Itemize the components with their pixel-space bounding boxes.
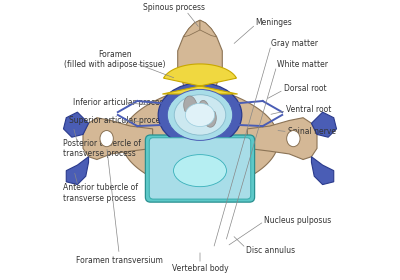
Text: Inferior articular process: Inferior articular process (73, 98, 168, 107)
Text: Gray matter: Gray matter (271, 39, 318, 48)
Ellipse shape (174, 95, 226, 135)
Text: Ventral root: Ventral root (286, 105, 332, 114)
Text: Dorsal root: Dorsal root (284, 84, 326, 93)
Polygon shape (83, 118, 153, 160)
Polygon shape (64, 112, 88, 137)
Polygon shape (312, 112, 336, 137)
Polygon shape (183, 20, 200, 37)
FancyBboxPatch shape (145, 135, 255, 202)
Polygon shape (122, 89, 278, 191)
Polygon shape (312, 157, 334, 185)
Polygon shape (198, 101, 216, 127)
Ellipse shape (158, 83, 242, 147)
Polygon shape (66, 157, 88, 185)
Polygon shape (247, 118, 317, 160)
Text: Vertebral body: Vertebral body (172, 264, 228, 273)
Ellipse shape (185, 103, 215, 127)
Ellipse shape (198, 110, 202, 118)
Text: White matter: White matter (277, 60, 328, 69)
Ellipse shape (167, 89, 233, 140)
Text: Superior articular process: Superior articular process (69, 116, 168, 125)
Ellipse shape (287, 130, 300, 147)
Text: Nucleus pulposus: Nucleus pulposus (264, 216, 331, 225)
Text: Anterior tubercle of
transverse process: Anterior tubercle of transverse process (64, 183, 138, 203)
Polygon shape (184, 96, 202, 123)
FancyBboxPatch shape (149, 138, 251, 199)
Polygon shape (200, 20, 217, 37)
Polygon shape (162, 64, 238, 94)
Ellipse shape (100, 130, 113, 147)
Text: Meninges: Meninges (256, 18, 292, 27)
Text: Disc annulus: Disc annulus (246, 246, 295, 255)
Text: Foramen transversium: Foramen transversium (76, 256, 163, 265)
Text: Foramen
(filled with adipose tissue): Foramen (filled with adipose tissue) (64, 50, 166, 69)
Text: Spinous process: Spinous process (142, 3, 204, 12)
Text: Posterior tubercle of
transverse process: Posterior tubercle of transverse process (64, 139, 141, 158)
Ellipse shape (174, 155, 226, 187)
Text: Spinal nerve: Spinal nerve (288, 127, 336, 136)
Polygon shape (178, 20, 222, 98)
